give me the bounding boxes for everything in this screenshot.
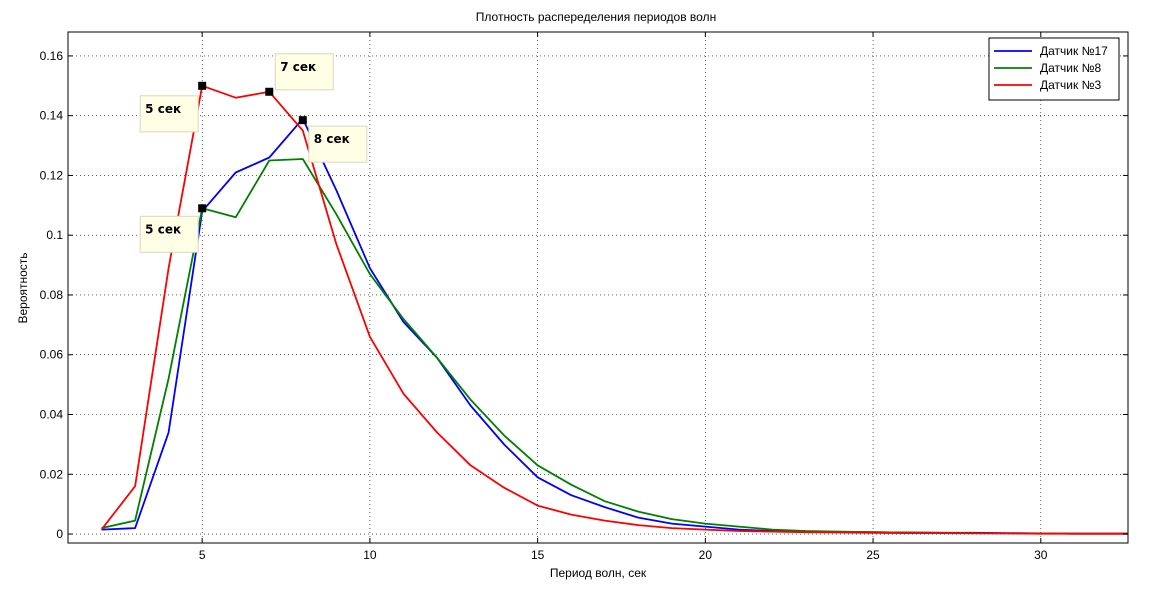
series-line bbox=[100, 84, 1128, 535]
y-tick-label: 0.14 bbox=[40, 109, 64, 123]
datatip-label: 5 сек bbox=[145, 102, 181, 116]
legend-entry: Датчик №3 bbox=[1040, 78, 1101, 92]
series-layer bbox=[100, 84, 1128, 535]
x-tick-label: 20 bbox=[699, 548, 713, 562]
tick-layer: 5 10 15 20 25 30 0 0.02 0.04 0.06 0.08 0.1 0.12 0.14 0… bbox=[40, 32, 1128, 562]
datatip-box bbox=[308, 125, 368, 163]
legend: Датчик №17 Датчик №8 Датчик №3 bbox=[988, 37, 1120, 101]
plot-area bbox=[68, 32, 1128, 543]
x-tick-label: 25 bbox=[866, 548, 880, 562]
datatip-marker bbox=[298, 116, 307, 125]
y-axis-label: Вероятность bbox=[16, 252, 30, 323]
datatip-marker bbox=[265, 87, 274, 96]
x-axis-label: Период волн, сек bbox=[550, 566, 647, 580]
datatip-marker bbox=[198, 204, 207, 213]
y-tick-label: 0.16 bbox=[40, 49, 64, 63]
chart-title: Плотность распеределения периодов волн bbox=[476, 10, 716, 24]
y-tick-label: 0.06 bbox=[40, 348, 64, 362]
y-tick-label: 0 bbox=[56, 527, 63, 541]
legend-box bbox=[988, 37, 1120, 101]
plot-frame bbox=[67, 31, 1129, 544]
y-tick-label: 0.12 bbox=[40, 168, 64, 182]
datatip-box bbox=[139, 215, 199, 253]
datatip-box bbox=[274, 53, 334, 91]
datatip-label: 7 сек bbox=[280, 60, 316, 74]
y-tick-label: 0.02 bbox=[40, 467, 64, 481]
grid-layer bbox=[68, 32, 1128, 543]
legend-entry: Датчик №8 bbox=[1040, 61, 1101, 75]
annotation-layer: 5 сек 7 сек 8 сек 5 сек bbox=[139, 53, 368, 253]
x-tick-label: 5 bbox=[199, 548, 206, 562]
y-tick-label: 0.1 bbox=[46, 228, 63, 242]
x-tick-label: 15 bbox=[531, 548, 545, 562]
datatip-box bbox=[139, 95, 199, 133]
y-tick-label: 0.08 bbox=[40, 288, 64, 302]
y-tick-label: 0.04 bbox=[40, 408, 64, 422]
datatip-label: 8 сек bbox=[314, 132, 350, 146]
datatip-marker bbox=[198, 81, 207, 90]
datatip-label: 5 сек bbox=[145, 222, 181, 236]
legend-entry: Датчик №17 bbox=[1040, 44, 1108, 58]
x-tick-label: 30 bbox=[1034, 548, 1048, 562]
x-tick-label: 10 bbox=[363, 548, 377, 562]
